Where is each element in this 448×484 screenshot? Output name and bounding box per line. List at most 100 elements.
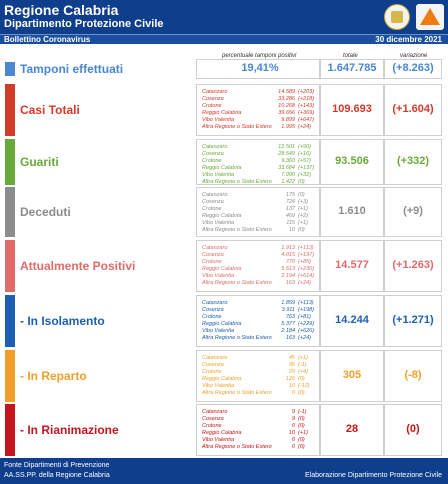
positivi-marker [5,240,15,292]
reparto-total-value: 305 [342,369,362,381]
province-delta: (+85) [298,259,311,265]
guariti-total-box [320,139,384,185]
positivi-total-box [320,240,384,292]
bulletin-bar: Bollettino Coronavirus 30 dicembre 2021 [0,34,448,44]
guariti-total-value: 93.506 [335,155,369,167]
province-delta: (+24) [298,124,311,130]
province-value: 12.501 [278,144,295,150]
province-value: 126 [285,376,295,382]
rianimazione-province-box [196,404,320,456]
province-value: 9.899 [281,117,295,123]
province-delta: (+113) [298,245,314,251]
province-name: Vibo Valentia [202,328,235,334]
province-value: 163 [285,335,295,341]
province-name: Crotone [202,103,222,109]
province-name: Reggio Calabria [202,376,242,382]
province-name: Altra Regione o Stato Estero [202,390,272,396]
province-value: 2.184 [281,328,295,334]
department-subtitle: Dipartimento Protezione Civile [4,18,164,30]
province-delta: (+1) [298,206,308,212]
province-delta: (+2) [298,213,308,219]
province-value: 45 [288,355,295,361]
province-name: Catanzaro [202,409,228,415]
province-name: Vibo Valentia [202,273,235,279]
province-delta: (0) [298,437,305,443]
footer-elaboration: Elaborazione Dipartimento Protezione Civ… [305,472,442,479]
reparto-total-box [320,350,384,402]
isolamento-var-value: (+1.271) [392,314,434,326]
footer-source-2: AA.SS.PP. della Regione Calabria [4,472,110,479]
province-value: 4.015 [281,252,295,258]
casi-var-value: (+1.604) [392,103,434,115]
province-value: 724 [285,199,295,205]
province-name: Cosenza [202,307,224,313]
province-delta: (+203) [298,89,315,95]
province-name: Altra Regione o Stato Estero [202,124,272,130]
isolamento-var-box [384,295,442,347]
province-value: 0 [291,444,295,450]
province-value: 29 [288,369,295,375]
province-name: Cosenza [202,151,224,157]
rianimazione-marker [5,404,15,456]
province-delta: (+229) [298,321,315,327]
province-name: Vibo Valentia [202,172,235,178]
province-delta: (+32) [298,172,311,178]
province-name: Catanzaro [202,144,228,150]
province-name: Reggio Calabria [202,165,242,171]
province-name: Altra Regione o Stato Estero [202,335,272,341]
province-name: Reggio Calabria [202,321,242,327]
province-value: 0 [291,437,295,443]
pct-column-header: percentuale tamponi positivi [222,53,297,59]
province-delta: (+369) [298,110,315,116]
province-value: 10 [288,383,295,389]
positivi-province-box [196,240,320,292]
tamponi-pct-box [196,59,320,79]
province-name: Cosenza [202,96,224,102]
province-delta: (+218) [298,96,315,102]
province-value: 0 [291,390,295,396]
guariti-marker [5,139,15,185]
rianimazione-total-value: 28 [345,423,359,435]
province-name: Reggio Calabria [202,430,242,436]
province-value: 14.589 [278,89,295,95]
casi-total-box [320,84,384,136]
province-name: Reggio Calabria [202,213,242,219]
province-delta: (0) [298,423,305,429]
tamponi-var-value: (+8.263) [392,62,434,74]
province-value: 1.913 [281,245,295,251]
rianimazione-var-value: (0) [406,423,420,435]
province-name: Catanzaro [202,89,228,95]
var-column-header: variazione [400,53,428,59]
province-value: 5.377 [281,321,295,327]
province-value: 28.549 [278,151,295,157]
province-delta: (+647) [298,117,315,123]
province-delta: (0) [298,390,305,396]
province-name: Vibo Valentia [202,383,235,389]
province-delta: (+1) [298,355,308,361]
province-name: Cosenza [202,362,224,368]
region-title: Regione Calabria [4,2,119,18]
bulletin-date: 30 dicembre 2021 [375,35,442,44]
province-name: Altra Regione o Stato Estero [202,227,272,233]
province-name: Catanzaro [202,355,228,361]
province-value: 33.684 [278,165,295,171]
province-value: 5.513 [281,266,295,272]
positivi-var-box [384,240,442,292]
deceduti-total-value: 1.610 [338,205,366,217]
province-name: Altra Regione o Stato Estero [202,280,272,286]
province-value: 770 [285,259,295,265]
footer-source-1: Fonte Dipartimenti di Prevenzione [4,462,110,469]
province-name: Crotone [202,158,222,164]
province-value: 95 [288,362,295,368]
tamponi-total-value: 1.647.785 [327,62,377,74]
guariti-province-box [196,139,320,185]
province-delta: (+57) [298,158,311,164]
province-name: Catanzaro [202,192,228,198]
province-delta: (+24) [298,335,311,341]
province-value: 9 [291,416,295,422]
province-delta: (+143) [298,103,315,109]
deceduti-marker [5,187,15,237]
province-name: Crotone [202,314,222,320]
province-name: Altra Regione o Stato Estero [202,444,272,450]
province-delta: (+137) [298,165,315,171]
